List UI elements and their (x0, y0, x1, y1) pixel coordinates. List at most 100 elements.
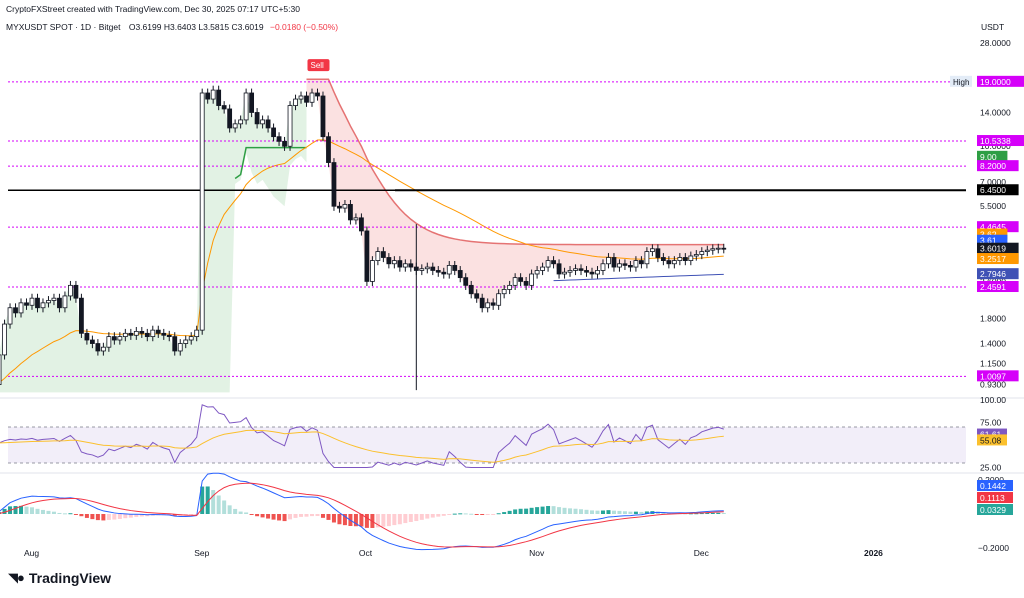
rsi-tick-label: 100.00 (980, 395, 1006, 405)
moving-average-line (0, 139, 724, 383)
candle (606, 253, 611, 269)
price-axis-badge-label: 3.62 (980, 229, 997, 239)
price-tick-label: 1.1500 (980, 358, 1006, 368)
candle-body (13, 307, 18, 314)
candle-body (408, 263, 414, 268)
candle-body (68, 284, 73, 297)
x-tick-label: Oct (359, 548, 373, 558)
candle (468, 280, 474, 299)
candle (227, 104, 233, 133)
candle (545, 256, 551, 272)
macd-histogram-bar (507, 510, 512, 514)
candle (29, 293, 35, 310)
candle (600, 259, 606, 276)
x-tick-label: 2026 (864, 548, 883, 558)
candle (688, 251, 694, 266)
macd-histogram-bar (90, 514, 95, 520)
macd-histogram-bar (30, 507, 34, 514)
candle-body (639, 260, 644, 265)
candle (419, 264, 425, 276)
candle (457, 266, 463, 283)
macd-histogram-bar (266, 514, 271, 519)
candle (276, 132, 282, 146)
macd-histogram-bar (622, 511, 627, 514)
macd-histogram-bar (123, 514, 128, 519)
candle-body (117, 336, 123, 341)
candle (485, 298, 491, 313)
tradingview-brand[interactable]: ◥● TradingView (8, 570, 111, 586)
price-axis-badge (977, 228, 1008, 240)
macd-histogram-bar (452, 513, 457, 515)
candle-body (243, 92, 249, 121)
macd-histogram-bar (233, 508, 238, 514)
candle (556, 259, 562, 279)
macd-histogram-bar (331, 514, 336, 523)
candle-body (622, 263, 628, 266)
candle-body (24, 302, 29, 306)
macd-value-label: 0.1442 (980, 481, 1006, 491)
candle-body (232, 123, 238, 129)
candle (578, 264, 584, 276)
candle (551, 256, 556, 269)
candle (68, 280, 73, 301)
candle-body (84, 332, 90, 341)
symbol-label[interactable]: MYXUSDT SPOT · 1D · Bitget (6, 22, 121, 32)
candle-body (35, 297, 40, 309)
level-badge-label: High (953, 78, 969, 87)
candle (364, 226, 370, 287)
rsi-tick-label: 75.00 (980, 418, 1002, 428)
macd-histogram-bar (19, 505, 24, 514)
price-axis-badge-label: 6.4500 (980, 185, 1006, 195)
macd-histogram-bar (375, 514, 380, 528)
supertrend-down-line (306, 78, 724, 246)
candle-body (216, 89, 222, 106)
currency-label: USDT (981, 22, 1004, 32)
macd-histogram-bar (57, 512, 62, 514)
candle-body (315, 92, 320, 97)
macd-histogram-bar (315, 514, 320, 517)
macd-histogram-bar (463, 513, 468, 515)
symbol-ohlc-line: MYXUSDT SPOT · 1D · Bitget O3.6199 H3.64… (6, 22, 338, 32)
rsi-value-label: 55.08 (980, 435, 1002, 445)
candle (150, 325, 156, 342)
candle-body (380, 251, 386, 258)
candle (166, 330, 172, 342)
macd-histogram-bar (540, 506, 545, 514)
price-tick-label: 14.0000 (980, 107, 1011, 117)
candle-body (155, 329, 161, 334)
candle (682, 253, 688, 266)
candle-body (611, 257, 617, 268)
candle (479, 293, 485, 313)
candle (24, 298, 29, 310)
candle-body (474, 293, 480, 299)
candle-body (479, 297, 485, 309)
candle-body (397, 260, 403, 268)
candle-body (496, 293, 502, 306)
macd-histogram-bar (342, 514, 347, 526)
candle-body (111, 336, 117, 341)
candle (177, 339, 183, 356)
candle-body (523, 281, 529, 286)
macd-histogram-bar (189, 514, 194, 515)
candle-body (699, 251, 705, 255)
macd-histogram-bar (611, 510, 616, 514)
macd-histogram-bar (633, 511, 638, 514)
candle-body (666, 260, 672, 265)
candle (13, 303, 18, 318)
macd-value-badge (977, 504, 1013, 515)
candle-body (628, 265, 633, 268)
candle (210, 85, 216, 104)
macd-histogram-bar (95, 514, 100, 521)
candle (139, 326, 145, 338)
macd-histogram-bar (249, 514, 254, 515)
candle (573, 264, 578, 276)
macd-histogram-bar (414, 514, 419, 522)
candle (353, 213, 359, 225)
candle (375, 247, 381, 266)
candle-body (249, 92, 255, 113)
macd-histogram-bar (579, 509, 584, 514)
price-axis-badge (977, 75, 1024, 87)
macd-histogram-bar (529, 507, 534, 514)
candle (155, 325, 161, 338)
